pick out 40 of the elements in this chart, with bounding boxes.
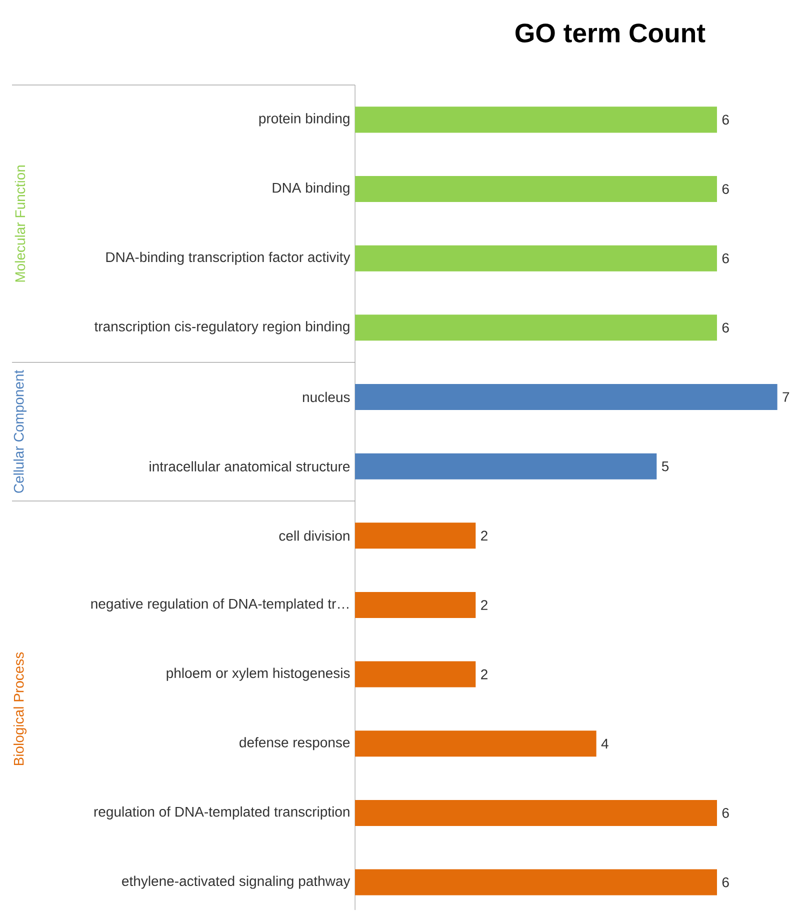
bar (354, 453, 657, 480)
data-label: 6 (722, 184, 729, 194)
data-label: 6 (722, 808, 729, 818)
y-tick-label: ethylene-activated signaling pathway (122, 876, 350, 889)
y-tick-label: phloem or xylem histogenesis (166, 668, 350, 681)
text: Molecular Function (14, 165, 26, 282)
y-tick-label: cell division (279, 530, 350, 541)
chart-title: GO term Count (516, 24, 706, 42)
data-label: 6 (722, 877, 729, 888)
y-tick-label: intracellular anatomical structure (150, 461, 350, 472)
data-label: 2 (481, 669, 488, 680)
bar (354, 176, 717, 202)
y-tick-label: DNA binding (272, 182, 350, 196)
bar (354, 869, 717, 896)
y-tick-label: negative regulation of DNA-templated tr… (91, 598, 348, 612)
y-tick-label: defense response (240, 737, 350, 750)
data-label: 6 (722, 114, 729, 125)
y-tick-label: regulation of DNA-templated transcription (94, 806, 350, 820)
bar (354, 800, 717, 826)
y-tick-label: protein binding (259, 113, 350, 126)
bar (354, 522, 476, 549)
y-tick-label: transcription cis-regulatory region binding (94, 321, 350, 334)
bar (354, 106, 717, 133)
bar (354, 384, 778, 410)
data-label: 6 (722, 253, 729, 264)
data-label: 7 (782, 392, 790, 402)
data-label: 6 (722, 322, 729, 333)
bar (354, 661, 476, 688)
data-label: 2 (481, 600, 488, 610)
text: Cellular Component (13, 370, 27, 493)
bar (354, 730, 596, 757)
y-tick-label: DNA-binding transcription factor activity (106, 252, 350, 265)
data-label: 2 (481, 530, 488, 541)
data-label: 4 (601, 738, 608, 748)
bar (354, 245, 717, 272)
bar (354, 592, 476, 618)
data-label: 5 (662, 461, 669, 472)
y-tick-label: nucleus (302, 392, 350, 402)
bar (354, 314, 717, 341)
text: Biological Process (13, 652, 27, 766)
